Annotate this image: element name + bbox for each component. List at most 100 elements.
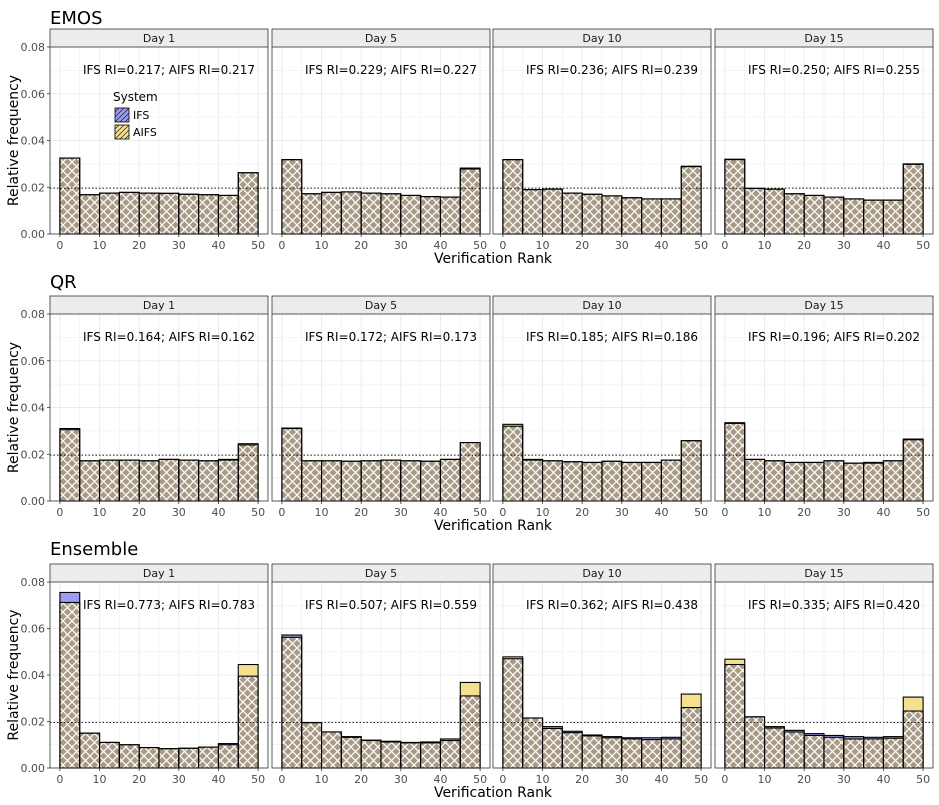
bar-hatch [522,718,543,768]
panel-day-1: Day 1 IFS RI=0.164; AIFS RI=0.162 0 10 20 30 4… [49,295,269,519]
bar-hatch [178,460,199,501]
x-tick-label: 50 [916,773,930,786]
panel-strip-label: Day 1 [143,299,175,312]
bar-excess-aifs [724,659,745,665]
bar-hatch [440,740,461,768]
x-tick-label: 40 [211,239,225,252]
bar-hatch [681,166,702,234]
x-tick-label: 0 [56,773,63,786]
x-axis-label: Verification Rank [434,785,553,801]
bar-hatch [139,747,159,768]
x-tick-label: 10 [93,773,107,786]
bar-excess-ifs [542,726,563,729]
x-tick-label: 50 [473,239,487,252]
bar-excess-ifs [863,737,884,739]
bar-hatch [883,460,904,501]
bar-hatch [361,740,381,768]
x-tick-label: 40 [654,506,668,519]
bar-hatch [321,731,342,768]
bar-hatch [744,188,765,234]
bar-hatch [99,742,120,768]
bar-hatch [301,193,322,234]
reliability-index-annotation: IFS RI=0.185; AIFS RI=0.186 [526,330,698,344]
bar-excess-ifs [641,737,662,740]
bar-hatch [178,194,199,234]
bar-hatch [903,711,924,768]
bar-hatch [824,460,844,501]
y-tick-label: 0.08 [21,41,46,54]
x-tick-label: 30 [394,773,408,786]
reliability-index-annotation: IFS RI=0.172; AIFS RI=0.173 [305,330,477,344]
reliability-index-annotation: IFS RI=0.507; AIFS RI=0.559 [305,598,477,612]
panel-strip-label: Day 10 [582,567,621,580]
bar-hatch [502,159,523,234]
facet-row-qr: QR Relative frequency 0.00 0.02 0.04 0.06 0.08… [6,272,934,534]
reliability-index-annotation: IFS RI=0.164; AIFS RI=0.162 [83,330,255,344]
bar-hatch [824,737,844,768]
x-tick-label: 20 [575,239,589,252]
reliability-index-annotation: IFS RI=0.250; AIFS RI=0.255 [748,63,920,77]
bar-hatch [440,197,461,234]
panel-border [492,46,712,235]
x-tick-label: 50 [473,506,487,519]
bar-hatch [661,460,682,501]
bar-hatch [381,741,401,768]
reliability-index-annotation: IFS RI=0.362; AIFS RI=0.438 [526,598,698,612]
x-tick-label: 30 [615,773,629,786]
bar-hatch [198,194,219,234]
bar-hatch [301,460,322,501]
row-title: Ensemble [50,539,138,560]
reliability-index-annotation: IFS RI=0.236; AIFS RI=0.239 [526,63,698,77]
bar-excess-ifs [562,731,583,733]
bar-hatch [79,460,100,501]
bar-hatch [321,460,342,501]
bar-excess-ifs [883,736,904,739]
x-tick-label: 20 [797,773,811,786]
y-tick-label: 0.06 [21,88,46,101]
bar-hatch [218,195,239,234]
x-tick-label: 50 [694,506,708,519]
bar-hatch [582,735,602,768]
x-tick-label: 10 [536,239,550,252]
bar-hatch [178,748,199,768]
bar-hatch [281,428,302,501]
bar-hatch [281,637,302,768]
bar-excess-aifs [681,694,702,708]
bar-hatch [99,460,120,501]
reliability-index-annotation: IFS RI=0.773; AIFS RI=0.783 [83,598,255,612]
reliability-index-annotation: IFS RI=0.217; AIFS RI=0.217 [83,63,255,77]
x-tick-label: 40 [654,239,668,252]
bar-hatch [542,189,563,234]
bar-hatch [562,461,583,501]
bar-hatch [903,164,924,234]
bar-hatch [420,196,441,234]
bar-hatch [99,193,120,234]
panel-day-10: Day 10 IFS RI=0.362; AIFS RI=0.438 0 10 20 30… [492,563,712,786]
bar-excess-aifs [903,697,924,712]
legend-title: System [113,90,158,104]
bar-hatch [582,194,602,234]
bar-excess-ifs [804,733,824,736]
y-tick-label: 0.06 [21,623,46,636]
y-tick-label: 0.02 [21,181,46,194]
bar-excess-ifs [218,743,239,745]
panel-strip-label: Day 5 [365,567,397,580]
x-tick-label: 20 [575,773,589,786]
bar-hatch [843,198,864,234]
x-tick-label: 30 [172,773,186,786]
y-tick-label: 0.08 [21,576,46,589]
bar-hatch [119,744,140,768]
bar-hatch [440,459,461,501]
bar-hatch [381,460,401,501]
reliability-index-annotation: IFS RI=0.335; AIFS RI=0.420 [748,598,920,612]
bar-hatch [863,738,884,768]
x-tick-label: 10 [93,239,107,252]
panel-day-15: Day 15 IFS RI=0.250; AIFS RI=0.255 0 10 20 30… [714,28,934,252]
bar-excess-aifs [59,428,80,430]
bar-hatch [843,738,864,768]
bar-hatch [238,444,259,501]
panel-day-1: Day 1 IFS RI=0.773; AIFS RI=0.783 0 10 20 30 4… [49,563,269,786]
panel-day-15: Day 15 IFS RI=0.335; AIFS RI=0.420 0 10 20 30… [714,563,934,786]
y-tick-label: 0.02 [21,448,46,461]
bar-hatch [602,195,622,234]
